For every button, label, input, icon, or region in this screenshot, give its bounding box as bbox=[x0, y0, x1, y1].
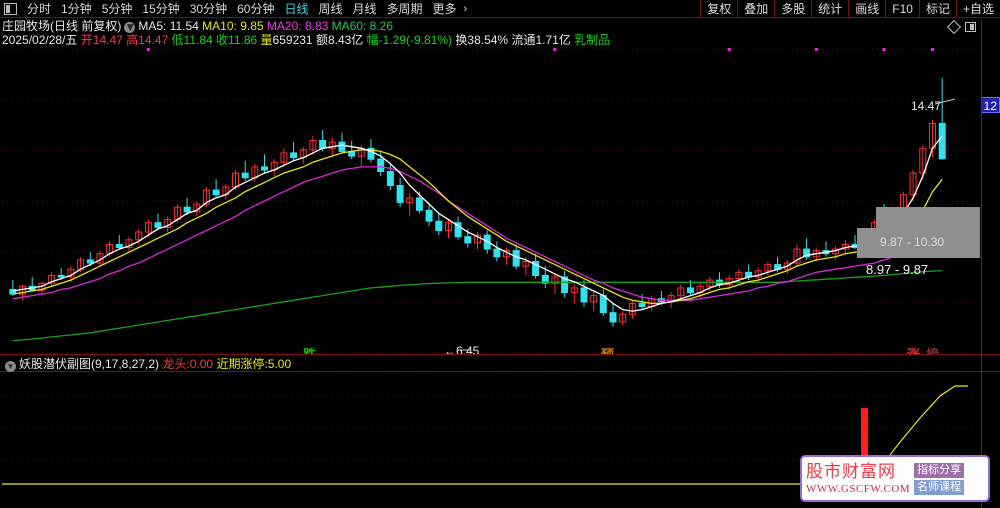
watermark-url: WWW.GSCFW.COM bbox=[806, 482, 911, 495]
chart-corner-icons bbox=[946, 19, 976, 35]
leader-value: 0.00 bbox=[189, 357, 214, 371]
ma60-value: 8.26 bbox=[369, 19, 394, 33]
period-tabs: 分时 1分钟 5分钟 15分钟 30分钟 60分钟 日线 周线 月线 多周期 更… bbox=[0, 0, 467, 18]
tab-30min[interactable]: 30分钟 bbox=[189, 1, 228, 16]
low-label: 低 bbox=[171, 33, 184, 47]
open-label: 开 bbox=[80, 33, 93, 47]
ma20-label: MA20: bbox=[266, 19, 302, 33]
tab-fenshi[interactable]: 分时 bbox=[27, 1, 52, 16]
low-value: 11.84 bbox=[183, 33, 213, 47]
chevron-right-icon[interactable]: › bbox=[463, 2, 468, 15]
volume-value: 659231 bbox=[272, 33, 313, 47]
ma20-value: 8.83 bbox=[304, 19, 329, 33]
mark-bang: 榜 bbox=[926, 347, 940, 355]
mark-button[interactable]: 标记 bbox=[918, 0, 956, 18]
watermark-tags: 指标分享 名师课程 bbox=[914, 462, 965, 495]
tab-15min[interactable]: 15分钟 bbox=[142, 1, 180, 16]
turnover-value: 38.54% bbox=[467, 33, 509, 47]
overlay-button[interactable]: 叠加 bbox=[737, 0, 774, 18]
chevron-down-icon[interactable]: ▼ bbox=[124, 20, 137, 34]
volume-label: 量 bbox=[260, 33, 273, 47]
ma10-value: 9.85 bbox=[240, 19, 264, 33]
tab-60min[interactable]: 60分钟 bbox=[237, 1, 275, 16]
top-candle-price-label: 14.47 bbox=[911, 99, 942, 113]
recent-limitup-value: 5.00 bbox=[267, 357, 292, 371]
quote-values-line: 2025/02/28/五 开14.47 高14.47 低11.84 收11.86… bbox=[0, 33, 1000, 47]
statistics-button[interactable]: 统计 bbox=[811, 0, 848, 18]
f10-button[interactable]: F10 bbox=[885, 0, 919, 18]
float-value: 1.71亿 bbox=[535, 33, 571, 47]
open-value: 14.47 bbox=[92, 33, 123, 47]
watermark-tag-indicator: 指标分享 bbox=[914, 462, 965, 478]
watermark-site-name: 股市财富网 bbox=[806, 461, 896, 482]
multi-stock-button[interactable]: 多股 bbox=[774, 0, 811, 18]
industry-tag: 乳制品 bbox=[574, 33, 611, 47]
mark-zhang: 涨 bbox=[907, 347, 921, 355]
panel-icon[interactable] bbox=[4, 2, 17, 15]
top-toolbar: 分时 1分钟 5分钟 15分钟 30分钟 60分钟 日线 周线 月线 多周期 更… bbox=[0, 0, 1000, 18]
float-label: 流通 bbox=[511, 33, 536, 47]
tab-monthly[interactable]: 月线 bbox=[352, 1, 377, 16]
amount-value: 8.43亿 bbox=[327, 33, 364, 47]
low-candle-price-label: ←6.45 bbox=[444, 344, 480, 355]
plot-right-border bbox=[981, 19, 982, 508]
ma10-label: MA10: bbox=[202, 19, 237, 33]
price-chart[interactable]: 9.87 - 10.30 8.97 - 9.87 14.47 ←6.45 跌 预… bbox=[0, 47, 1000, 355]
gray-band-lower bbox=[857, 228, 980, 258]
watermark-badge: 股市财富网 WWW.GSCFW.COM 指标分享 名师课程 bbox=[800, 455, 990, 502]
candlestick-svg bbox=[2, 48, 981, 354]
chevron-down-icon[interactable]: ▼ bbox=[5, 361, 16, 372]
recent-limitup-label: 近期涨停: bbox=[216, 357, 268, 371]
toolbar-actions: 复权 叠加 多股 统计 画线 F10 标记 +自选 bbox=[700, 0, 1000, 18]
close-label: 收 bbox=[216, 33, 229, 47]
panel-icon[interactable] bbox=[965, 22, 976, 32]
add-watchlist-button[interactable]: +自选 bbox=[955, 0, 1000, 18]
turnover-label: 换 bbox=[455, 33, 468, 47]
tab-1min[interactable]: 1分钟 bbox=[61, 1, 92, 16]
watermark-text: 股市财富网 WWW.GSCFW.COM bbox=[806, 462, 910, 496]
tab-5min[interactable]: 5分钟 bbox=[101, 1, 133, 16]
white-range-label: 8.97 - 9.87 bbox=[866, 262, 929, 277]
high-value: 14.47 bbox=[138, 33, 169, 47]
change-label: 幅 bbox=[366, 33, 379, 47]
drawline-button[interactable]: 画线 bbox=[848, 0, 885, 18]
watermark-tag-course: 名师课程 bbox=[914, 479, 965, 495]
quote-header: 庄园牧场(日线 前复权) ▼ MA5: 11.54 MA10: 9.85 MA20:… bbox=[0, 19, 1000, 47]
subchart-title: 妖股潜伏副图(9,17,8,27,2) bbox=[19, 357, 160, 371]
leader-label: 龙头: bbox=[162, 357, 190, 371]
gray-band-upper bbox=[876, 207, 980, 229]
quote-date: 2025/02/28/五 bbox=[2, 33, 78, 47]
gray-band-label: 9.87 - 10.30 bbox=[880, 235, 945, 249]
ma5-label: MA5: bbox=[138, 19, 167, 33]
change-value: -1.29(-9.81%) bbox=[378, 33, 453, 47]
subchart-header: ▼ 妖股潜伏副图(9,17,8,27,2) 龙头:0.00 近期涨停:5.00 bbox=[0, 356, 1000, 372]
tab-weekly[interactable]: 周线 bbox=[318, 1, 343, 16]
ma60-label: MA60: bbox=[331, 19, 367, 33]
tab-more[interactable]: 更多 bbox=[432, 1, 457, 16]
stock-title-line: 庄园牧场(日线 前复权) ▼ MA5: 11.54 MA10: 9.85 MA20:… bbox=[0, 19, 1000, 33]
close-value: 11.86 bbox=[228, 33, 258, 47]
ma5-value: 11.54 bbox=[169, 19, 199, 33]
mark-yu: 预 bbox=[601, 347, 615, 355]
diamond-icon[interactable] bbox=[946, 19, 962, 35]
tab-daily[interactable]: 日线 bbox=[284, 1, 309, 16]
price-axis-tag: 12 bbox=[980, 97, 1000, 113]
amount-label: 额 bbox=[315, 33, 328, 47]
high-label: 高 bbox=[126, 33, 139, 47]
adjust-price-button[interactable]: 复权 bbox=[700, 0, 737, 18]
page-title: 庄园牧场(日线 前复权) bbox=[2, 19, 122, 33]
tab-multi-period[interactable]: 多周期 bbox=[386, 1, 423, 16]
mark-die: 跌 bbox=[303, 347, 317, 355]
